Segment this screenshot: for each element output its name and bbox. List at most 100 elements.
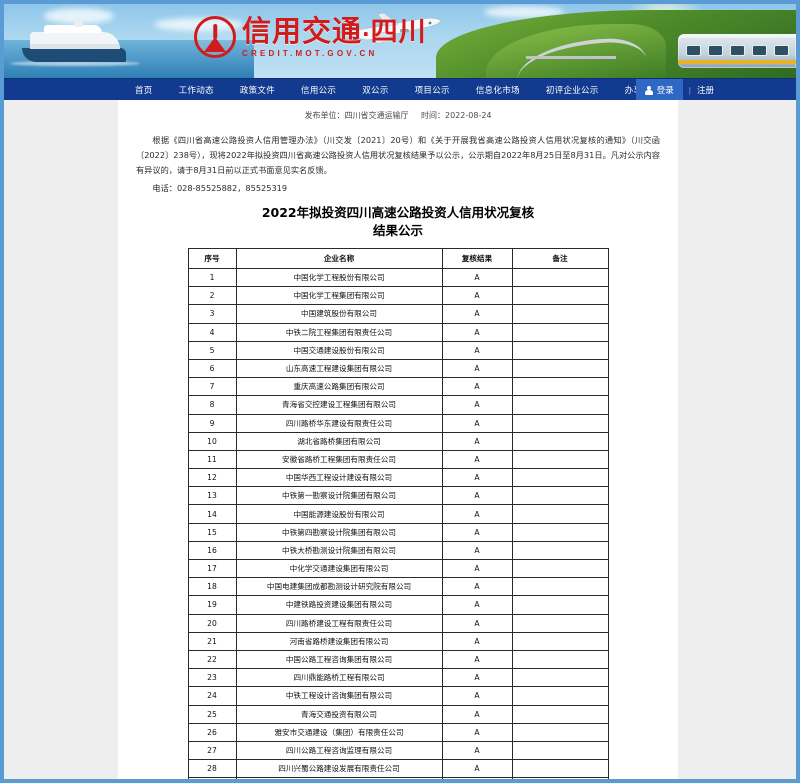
cell-company-name: 中国能源建设股份有限公司 [235,504,443,524]
cell-index: 21 [187,631,237,651]
nav-item-initial-review[interactable]: 初评企业公示 [545,85,599,96]
register-button[interactable]: 注册 [696,86,714,96]
cell-review-result: A [441,340,513,360]
cell-company-name: 青海交通投资有限公司 [235,704,443,724]
article-paragraph: 根据《四川省高速公路投资人信用管理办法》（川交发〔2021〕20号）和《关于开展… [136,135,660,176]
cell-review-result: A [441,759,513,779]
nav-item-list: 首页 工作动态 政策文件 信用公示 双公示 项目公示 信息化市场 初评企业公示 … [122,84,673,96]
table-row: 20 四川路桥建设工程有限责任公司 A [187,613,609,633]
column-header-index: 序号 [187,248,237,270]
logo-domain: CREDIT.MOT.GOV.CN [242,48,378,58]
cruise-ship-deck [44,25,102,33]
nav-separator: | [688,85,691,95]
table-row: 4 中铁二院工程集团有限责任公司 A [187,322,609,342]
table-body: 1 中国化学工程股份有限公司 A 2 中国化学工程集团有限公司 A 3 中国建筑股份有限公司 A… [187,268,609,779]
highway-road-decoration [526,56,616,78]
cell-review-result: A [441,304,513,324]
publish-time-label: 时间：2022-08-24 [421,111,492,120]
nav-item-info-market[interactable]: 信息化市场 [475,85,520,96]
cell-remark [511,740,609,761]
cell-company-name: 中国交通建设股份有限公司 [235,340,443,360]
cell-company-name: 中交第一公路勘察设计研究院有限公司 [235,777,443,779]
cell-remark [511,358,609,379]
cell-review-result: A [441,322,513,342]
site-logo[interactable]: 信用交通·四川 CREDIT.MOT.GOV.CN [194,16,427,58]
table-row: 15 中铁第四勘察设计院集团有限公司 A [187,522,609,542]
cell-company-name: 湖北省路桥集团有限公司 [235,431,443,451]
cell-remark [511,377,609,397]
cell-review-result: A [441,486,513,506]
table-row: 29中交第一公路勘察设计研究院有限公司A [187,777,609,779]
cell-review-result: A [441,286,513,306]
cell-company-name: 四川路桥建设工程有限责任公司 [235,613,443,633]
column-header-result: 复核结果 [441,248,513,270]
login-button[interactable]: 登录 [635,79,683,101]
cell-index: 3 [187,304,237,324]
cell-remark [511,268,609,288]
cell-remark [511,686,609,706]
cell-company-name: 中国华西工程设计建设有限公司 [235,468,443,488]
cell-remark [511,486,609,506]
table-row: 27 四川公路工程咨询监理有限公司 A [187,740,609,761]
cell-review-result: A [441,595,513,615]
table-row: 3 中国建筑股份有限公司 A [187,304,609,324]
cell-company-name: 中铁二院工程集团有限责任公司 [235,322,443,342]
page-title-line1: 2022年拟投资四川高速公路投资人信用状况复核 [261,204,535,220]
cruise-ship-funnel [74,18,83,27]
user-icon [644,85,653,95]
cloud-decoration [44,8,114,24]
table-row: 11 安徽省路桥工程集团有限责任公司 A [187,449,609,470]
cell-company-name: 中国公路工程咨询集团有限公司 [235,649,443,670]
cell-index: 19 [187,595,237,615]
cell-index: 6 [187,358,237,379]
page-body: 发布单位：四川省交通运输厅 时间：2022-08-24 根据《四川省高速公路投资… [4,100,796,779]
cell-remark [511,559,609,579]
airplane-icon [337,12,441,45]
cell-remark [511,595,609,615]
nav-item-project-notice[interactable]: 项目公示 [414,85,450,96]
nav-item-credit-notice[interactable]: 信用公示 [301,85,337,96]
page-frame: 信用交通·四川 CREDIT.MOT.GOV.CN 首页 工作动态 政策文件 信… [4,4,796,779]
cell-remark [511,395,609,415]
cell-review-result: A [441,431,513,451]
cell-company-name: 山东高速工程建设集团有限公司 [235,358,443,379]
article-meta: 发布单位：四川省交通运输厅 时间：2022-08-24 [136,110,660,121]
cell-review-result: A [441,449,513,470]
cell-review-result: A [441,504,513,524]
nav-item-home[interactable]: 首页 [135,85,153,96]
cell-company-name: 四川公路工程咨询监理有限公司 [235,740,443,761]
table-row: 23 四川鼎能路桥工程有限公司 A [187,668,609,688]
cell-index: 4 [187,322,237,342]
cell-review-result: A [441,704,513,724]
cell-review-result: A [441,740,513,761]
cell-index: 18 [187,577,237,597]
cell-company-name: 雅安市交通建设（集团）有限责任公司 [235,722,443,742]
table-row: 19 中建铁路投资建设集团有限公司 A [187,595,609,615]
table-row: 17 中化学交通建设集团有限公司 A [187,559,609,579]
cell-index: 16 [187,540,237,561]
nav-item-work-updates[interactable]: 工作动态 [178,85,214,96]
cell-index: 20 [187,613,237,633]
table-row: 7 重庆高速公路集团有限公司 A [187,377,609,397]
cruise-ship-body [30,32,120,49]
cell-index: 24 [187,686,237,706]
cell-company-name: 中国建筑股份有限公司 [235,304,443,324]
cell-company-name: 中国电建集团成都勘测设计研究院有限公司 [235,577,443,597]
nav-item-policy-docs[interactable]: 政策文件 [239,85,276,96]
cell-index: 1 [187,268,237,288]
nav-item-dual-notice[interactable]: 双公示 [362,85,389,96]
cell-index: 14 [187,504,237,524]
cell-index: 28 [187,759,237,779]
cell-review-result: A [441,413,513,433]
cell-remark [511,322,609,342]
cell-index: 7 [187,377,237,397]
cloud-decoration [484,6,564,18]
cell-index: 17 [187,559,237,579]
table-row: 18 中国电建集团成都勘测设计研究院有限公司 A [187,577,609,597]
site-banner: 信用交通·四川 CREDIT.MOT.GOV.CN [4,4,796,78]
cell-remark [511,777,609,779]
cell-company-name: 中化学交通建设集团有限公司 [235,559,443,579]
cell-company-name: 青海省交控建设工程集团有限公司 [235,395,443,415]
cell-remark [511,577,609,597]
nav-account-area: 登录 | 注册 [635,79,714,101]
